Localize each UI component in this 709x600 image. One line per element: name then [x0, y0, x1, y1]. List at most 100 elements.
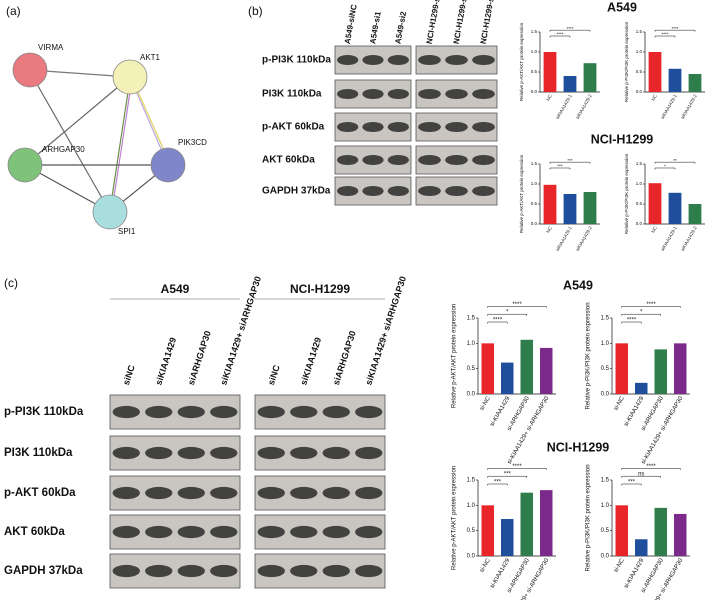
- row-label: AKT 60kDa: [4, 526, 65, 538]
- blot-band: [387, 88, 409, 100]
- column-label: siKIAA1429+ siARHGAP30: [363, 275, 408, 386]
- bar: [688, 204, 702, 224]
- blot-band: [418, 54, 441, 66]
- bar: [648, 52, 662, 92]
- blot-band: [112, 446, 140, 460]
- column-label: siKIAA1429+ siARHGAP30: [218, 275, 263, 386]
- significance-label: ****: [646, 302, 656, 308]
- column-label: A549-siNC: [343, 4, 359, 45]
- significance-label: ns: [638, 472, 644, 478]
- y-tick-label: 1.5: [467, 316, 476, 322]
- blot-band: [322, 525, 350, 539]
- y-tick-label: 1.0: [636, 181, 643, 186]
- blot-band: [387, 185, 409, 197]
- bar: [674, 513, 687, 556]
- y-tick-label: 0.5: [467, 528, 476, 534]
- x-tick-label: siKIAA1429-1: [660, 225, 678, 252]
- bar: [520, 492, 533, 556]
- significance-bracket: [487, 321, 508, 324]
- y-tick-label: 0.0: [467, 554, 476, 560]
- x-tick-label: siKIAA1429-2: [680, 93, 698, 120]
- blot-band: [472, 121, 495, 133]
- y-tick-label: 1.5: [636, 161, 643, 166]
- x-tick-label: si-KIAA1429: [623, 395, 645, 427]
- blot-band: [290, 446, 318, 460]
- node-label: PIK3CD: [178, 138, 207, 147]
- y-tick-label: 1.5: [531, 29, 538, 34]
- column-label: siKIAA1429: [153, 336, 178, 386]
- y-tick-label: 0.5: [467, 366, 476, 372]
- chart-title: A549: [607, 0, 637, 14]
- blot-band: [210, 446, 238, 460]
- significance-label: ***: [557, 164, 563, 169]
- significance-label: *: [640, 310, 643, 316]
- blot-band: [145, 525, 173, 539]
- bar: [654, 349, 667, 394]
- blot-band: [337, 154, 359, 166]
- column-label: siNC: [121, 363, 137, 386]
- y-tick-label: 0.0: [531, 89, 538, 94]
- significance-bracket: [549, 161, 591, 164]
- significance-bracket: [549, 35, 571, 38]
- blot-band: [362, 154, 384, 166]
- significance-bracket: [487, 306, 547, 308]
- blot-band: [177, 525, 205, 539]
- bar: [520, 339, 533, 394]
- blot-band: [355, 564, 383, 578]
- network-edges: [24, 69, 171, 213]
- panel-label: (a): [6, 4, 21, 18]
- x-tick-label: si-NC: [613, 395, 626, 412]
- x-tick-label: siKIAA1429-2: [575, 93, 593, 120]
- y-tick-label: 1.5: [601, 316, 610, 322]
- column-label: A549-si2: [394, 10, 409, 45]
- significance-bracket: [487, 475, 527, 478]
- x-tick-label: siKIAA1429-1: [660, 93, 678, 120]
- blot-band: [322, 564, 350, 578]
- blot-band: [418, 121, 441, 133]
- significance-bracket: [487, 468, 547, 470]
- blot-band: [445, 154, 468, 166]
- significance-bracket: [487, 313, 527, 316]
- network-node: [92, 194, 128, 230]
- x-tick-label: NC: [545, 225, 553, 234]
- x-tick-label: NC: [650, 93, 658, 102]
- blot-band: [210, 405, 238, 419]
- significance-bracket: [487, 483, 508, 486]
- x-tick-label: si-KIAA1429+ si-ARHGAP30: [507, 395, 551, 465]
- blot-band: [257, 525, 285, 539]
- y-tick-label: 1.5: [531, 161, 538, 166]
- blot-band: [355, 446, 383, 460]
- column-label: siARHGAP30: [186, 329, 213, 386]
- y-axis-label: Relative p-PI3K/PI3K protein expression: [586, 464, 592, 571]
- x-tick-label: siKIAA1429-1: [555, 225, 573, 252]
- significance-bracket: [621, 475, 661, 478]
- x-tick-label: si-KIAA1429: [489, 557, 511, 589]
- significance-label: ****: [671, 26, 678, 31]
- blot-band: [445, 185, 468, 197]
- x-tick-label: si-NC: [613, 557, 626, 574]
- significance-label: **: [673, 158, 677, 163]
- y-tick-label: 0.0: [636, 221, 643, 226]
- significance-label: ****: [493, 317, 503, 323]
- y-axis-label: Relative p-PI3K/PI3K protein expression: [586, 302, 592, 409]
- bar: [615, 343, 628, 394]
- blot-band: [387, 54, 409, 66]
- y-tick-label: 0.0: [601, 392, 610, 398]
- significance-label: ***: [504, 472, 512, 478]
- y-tick-label: 1.0: [467, 341, 476, 347]
- bar: [635, 539, 648, 556]
- chart-title: NCI-H1299: [547, 440, 610, 454]
- blot-band: [362, 54, 384, 66]
- blot-band: [472, 154, 495, 166]
- column-label: NCI-H1299-si2: [479, 0, 497, 45]
- bar: [543, 184, 557, 224]
- y-tick-label: 0.5: [636, 69, 643, 74]
- y-tick-label: 0.5: [531, 69, 538, 74]
- group-label: NCI-H1299: [290, 282, 350, 296]
- blot-band: [210, 564, 238, 578]
- group-label: A549: [161, 282, 190, 296]
- blot-band: [337, 54, 359, 66]
- blot-band: [290, 525, 318, 539]
- blot-band: [355, 525, 383, 539]
